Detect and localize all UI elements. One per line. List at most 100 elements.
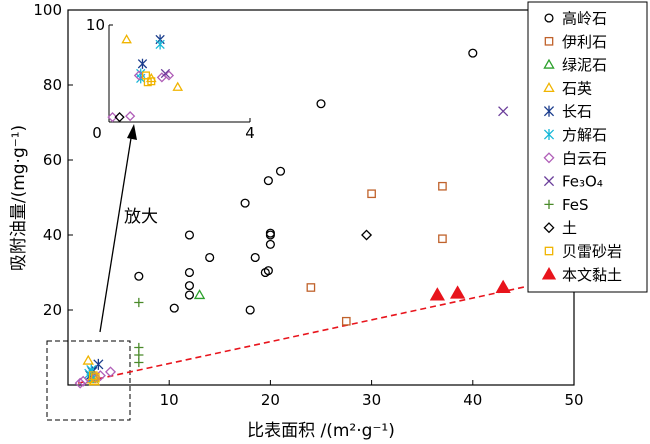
- data-point-series-6: [77, 375, 89, 387]
- legend-label: 本文黏土: [562, 266, 622, 284]
- legend-label: 土: [562, 219, 577, 237]
- data-point-series-10: [90, 373, 100, 382]
- data-point-series-0: [169, 303, 179, 313]
- inset-point-series-3: [133, 70, 145, 81]
- y-tick-label: 20: [43, 301, 62, 319]
- data-point-series-0: [184, 281, 194, 291]
- data-point-series-8: [134, 297, 144, 308]
- legend-marker: [543, 81, 555, 92]
- legend-label: 伊利石: [562, 33, 607, 51]
- y-axis-ticks: 20 40 60 80 100: [33, 1, 73, 319]
- x-tick-label: 20: [261, 391, 280, 409]
- legend-marker: [543, 105, 555, 117]
- data-point-series-6: [104, 366, 117, 378]
- data-point-series-1: [341, 316, 351, 326]
- legend-marker: [541, 266, 557, 280]
- data-point-series-0: [184, 267, 194, 278]
- x-axis-ticks: 10 20 30 40 50: [160, 380, 584, 409]
- data-point-series-9: [361, 229, 373, 241]
- x-tick-label: 40: [463, 391, 482, 409]
- legend-marker: [543, 58, 555, 69]
- zoom-region-box: [46, 340, 131, 421]
- data-point-series-0: [240, 198, 250, 208]
- data-point-series-1: [438, 234, 447, 244]
- inset-point-series-3: [125, 111, 136, 122]
- inset-point-series-5: [147, 77, 156, 86]
- legend-label: 绿泥石: [562, 56, 607, 74]
- inset-point-series-0: [121, 34, 132, 44]
- trend-line: [77, 275, 575, 384]
- inset-point-series-2: [155, 39, 165, 50]
- data-point-series-0: [316, 99, 326, 109]
- inset-point-series-4: [160, 68, 171, 79]
- legend-marker: [544, 36, 554, 46]
- inset-y-tick-label: 10: [86, 16, 105, 34]
- data-point-series-0: [265, 239, 275, 249]
- legend-label: 石英: [562, 79, 592, 97]
- legend-label: FeS: [562, 196, 589, 214]
- inset-chart: 0 4 10: [86, 16, 255, 142]
- data-point-series-0: [134, 271, 144, 281]
- legend-label: 白云石: [562, 149, 607, 167]
- y-tick-label: 80: [43, 76, 62, 94]
- data-point-series-7: [498, 106, 509, 117]
- data-point-series-4: [93, 358, 104, 370]
- legend-marker: [544, 246, 554, 256]
- x-tick-label: 30: [362, 391, 381, 409]
- legend-label: 高岭石: [562, 10, 607, 28]
- legend-label: Fe₃O₄: [562, 173, 603, 191]
- x-axis-label: 比表面积 /(m²·g⁻¹): [247, 421, 395, 441]
- zoom-arrow-shaft: [99, 131, 133, 333]
- data-point-series-0: [245, 305, 255, 315]
- legend-label: 长石: [562, 103, 592, 121]
- data-point-series-11: [495, 279, 511, 294]
- y-axis-label: 吸附油量/(mg·g⁻¹): [9, 125, 29, 271]
- inset-x-tick-label: 0: [92, 124, 102, 142]
- x-tick-label: 50: [564, 391, 583, 409]
- inset-point-series-1: [137, 58, 148, 69]
- zoom-arrow-head: [127, 124, 137, 140]
- legend-label: 贝雷砂岩: [562, 243, 622, 261]
- legend-marker: [544, 199, 554, 209]
- data-point-series-1: [367, 189, 376, 199]
- inset-ticks: 0 4 10: [86, 16, 255, 142]
- y-tick-label: 100: [33, 1, 62, 19]
- data-point-series-1: [438, 181, 447, 191]
- inset-points: [107, 34, 184, 123]
- data-point-series-0: [275, 166, 286, 176]
- data-point-series-0: [265, 230, 275, 240]
- data-point-series-11: [449, 285, 466, 299]
- data-point-series-1: [306, 283, 316, 292]
- data-point-series-6: [74, 377, 86, 389]
- data-point-series-0: [263, 176, 273, 186]
- inset-x-tick-label: 4: [245, 124, 255, 142]
- legend-box: [527, 1, 648, 293]
- inset-point-series-0: [172, 81, 184, 91]
- inset-point-series-3: [107, 112, 118, 123]
- data-point-series-0: [184, 290, 194, 300]
- data-point-series-0: [468, 48, 478, 58]
- x-tick-label: 10: [160, 391, 179, 409]
- zoom-annotation: 放大: [124, 207, 158, 227]
- y-tick-label: 40: [43, 226, 62, 244]
- data-point-series-3: [82, 354, 94, 365]
- data-point-series-2: [193, 289, 206, 300]
- legend-marker: [543, 176, 555, 187]
- data-point-series-0: [184, 230, 194, 240]
- data-point-series-0: [250, 252, 260, 263]
- legend-marker: [543, 152, 555, 164]
- data-point-series-10: [88, 371, 98, 380]
- data-point-series-11: [429, 287, 446, 301]
- legend-marker: [544, 13, 554, 23]
- legend-marker: [543, 222, 555, 234]
- legend-label: 方解石: [562, 126, 607, 144]
- legend-marker: [543, 128, 555, 141]
- data-point-series-8: [134, 357, 144, 368]
- inset-point-series-6: [114, 112, 125, 123]
- data-point-series-0: [263, 266, 273, 276]
- y-tick-label: 60: [43, 151, 62, 169]
- data-point-series-0: [205, 252, 215, 263]
